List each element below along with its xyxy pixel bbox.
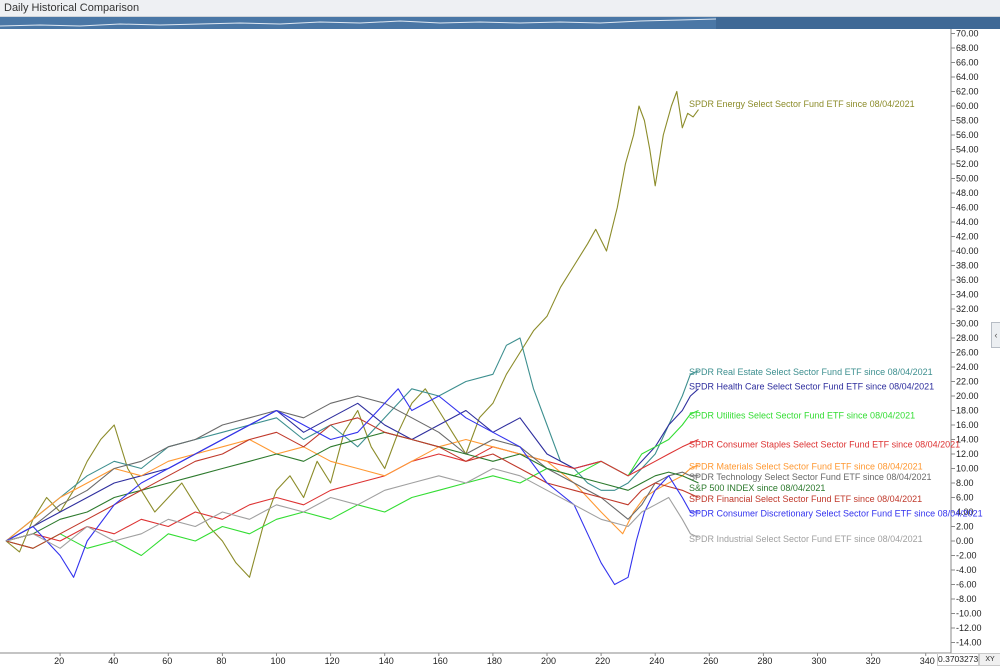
y-tick-label: -14.00 (956, 638, 982, 648)
x-tick-label: 100 (271, 656, 286, 665)
series-line-0 (5, 90, 699, 578)
series-line-6 (5, 395, 699, 542)
y-tick-label: 12.00 (956, 449, 979, 459)
comparison-chart[interactable]: 70.00 68.00 66.00 64.00 62.00 60.00 58.00 56.00… (0, 29, 1000, 665)
series-line-3 (5, 409, 699, 557)
series-line-8 (5, 417, 699, 549)
navigator-overview (0, 17, 717, 29)
x-tick-label: 320 (866, 656, 881, 665)
y-tick-label: 54.00 (956, 145, 979, 155)
series-label-4: SPDR Consumer Staples Select Sector Fund… (689, 440, 960, 450)
y-tick-label: 42.00 (956, 232, 979, 242)
y-tick-label: 62.00 (956, 87, 979, 97)
y-tick-label: 0.00 (956, 536, 974, 546)
y-tick-label: 52.00 (956, 159, 979, 169)
xy-mode-button[interactable]: XY (979, 653, 1000, 666)
series-label-6: SPDR Technology Select Sector Fund ETF s… (689, 472, 931, 482)
y-tick-label: -4.00 (956, 565, 977, 575)
y-tick-label: 4.00 (956, 507, 974, 517)
x-tick-label: 220 (595, 656, 610, 665)
y-tick-label: 14.00 (956, 435, 979, 445)
y-tick-label: -10.00 (956, 609, 982, 619)
y-tick-label: 24.00 (956, 362, 979, 372)
x-tick-label: 200 (541, 656, 556, 665)
x-tick-label: 340 (920, 656, 935, 665)
y-tick-label: 32.00 (956, 304, 979, 314)
y-tick-label: -8.00 (956, 594, 977, 604)
x-tick-label: 300 (812, 656, 827, 665)
y-tick-label: 20.00 (956, 391, 979, 401)
y-tick-label: 40.00 (956, 246, 979, 256)
x-tick-label: 140 (379, 656, 394, 665)
x-tick-label: 160 (433, 656, 448, 665)
x-tick-label: 80 (216, 656, 226, 665)
y-tick-label: -12.00 (956, 623, 982, 633)
y-tick-label: -2.00 (956, 551, 977, 561)
series-label-1: SPDR Real Estate Select Sector Fund ETF … (689, 367, 933, 377)
y-tick-label: 8.00 (956, 478, 974, 488)
y-tick-label: 38.00 (956, 261, 979, 271)
timeline-navigator[interactable] (0, 17, 1000, 29)
x-tick-label: 280 (757, 656, 772, 665)
y-tick-label: 56.00 (956, 130, 979, 140)
series-line-10 (5, 467, 699, 549)
y-tick-label: 44.00 (956, 217, 979, 227)
window-title: Daily Historical Comparison (4, 2, 140, 14)
value-readout: 0.3703273 (937, 653, 979, 666)
y-tick-label: 60.00 (956, 101, 979, 111)
y-tick-label: 28.00 (956, 333, 979, 343)
series-line-2 (5, 388, 699, 542)
y-tick-label: 66.00 (956, 58, 979, 68)
series-line-1 (5, 337, 699, 542)
y-tick-label: 2.00 (956, 522, 974, 532)
x-tick-label: 60 (162, 656, 172, 665)
y-tick-label: -6.00 (956, 580, 977, 590)
x-tick-label: 20 (54, 656, 64, 665)
series-line-9 (5, 388, 699, 586)
series-line-5 (5, 438, 699, 542)
y-tick-label: 6.00 (956, 493, 974, 503)
y-tick-label: 48.00 (956, 188, 979, 198)
y-tick-label: 50.00 (956, 174, 979, 184)
panel-collapse-handle[interactable]: ‹ (991, 322, 1000, 348)
y-tick-label: 34.00 (956, 290, 979, 300)
x-tick-label: 40 (108, 656, 118, 665)
y-tick-label: 18.00 (956, 406, 979, 416)
y-tick-label: 64.00 (956, 72, 979, 82)
y-tick-label: 16.00 (956, 420, 979, 430)
y-tick-label: 68.00 (956, 43, 979, 53)
series-line-4 (5, 438, 699, 542)
y-tick-label: 70.00 (956, 29, 979, 39)
y-tick-label: 30.00 (956, 319, 979, 329)
y-tick-label: 22.00 (956, 377, 979, 387)
series-label-10: SPDR Industrial Select Sector Fund ETF s… (689, 534, 923, 544)
series-label-2: SPDR Health Care Select Sector Fund ETF … (689, 382, 934, 392)
x-tick-label: 120 (325, 656, 340, 665)
y-tick-label: 10.00 (956, 464, 979, 474)
x-tick-label: 240 (649, 656, 664, 665)
series-label-8: SPDR Financial Select Sector Fund ETF si… (689, 494, 922, 504)
series-label-3: SPDR Utilities Select Sector Fund ETF si… (689, 411, 915, 421)
series-label-7: S&P 500 INDEX since 08/04/2021 (689, 483, 825, 493)
y-tick-label: 36.00 (956, 275, 979, 285)
window-titlebar: Daily Historical Comparison (0, 0, 1000, 17)
x-tick-label: 180 (487, 656, 502, 665)
series-label-5: SPDR Materials Select Sector Fund ETF si… (689, 461, 923, 471)
y-tick-label: 46.00 (956, 203, 979, 213)
y-tick-label: 26.00 (956, 348, 979, 358)
series-label-9: SPDR Consumer Discretionary Select Secto… (689, 508, 983, 518)
x-tick-label: 260 (703, 656, 718, 665)
series-label-0: SPDR Energy Select Sector Fund ETF since… (689, 99, 915, 109)
y-tick-label: 58.00 (956, 116, 979, 126)
